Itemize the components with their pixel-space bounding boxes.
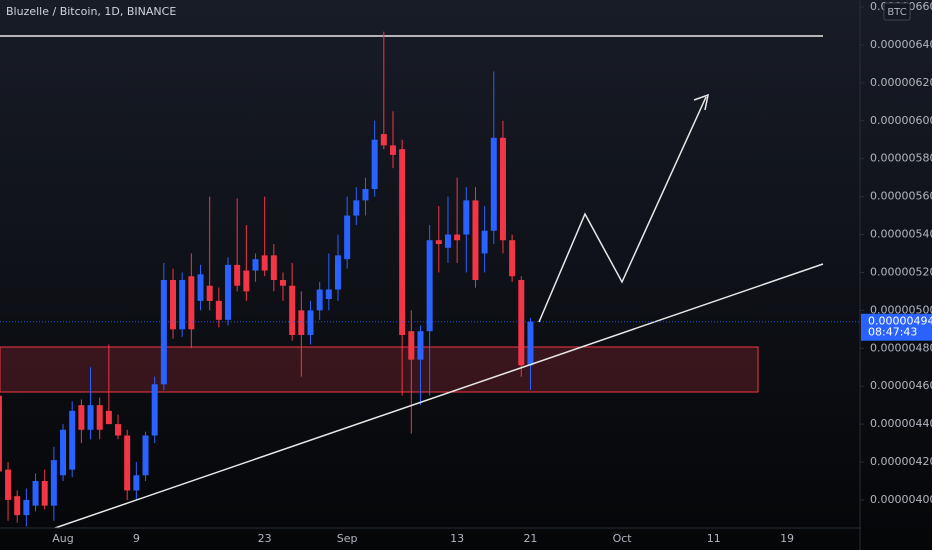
candle-body <box>334 255 341 290</box>
x-tick-label: Aug <box>52 532 73 545</box>
arrow-head <box>693 93 709 111</box>
y-tick-label: 0.00000420 <box>870 455 932 468</box>
candle-body <box>179 280 186 330</box>
y-tick-label: 0.00000640 <box>870 38 932 51</box>
candle-body <box>362 189 369 201</box>
candle-body <box>426 240 433 332</box>
chart-title: Bluzelle / Bitcoin, 1D, BINANCE <box>6 5 176 18</box>
candle-body <box>307 310 314 336</box>
y-tick-label: 0.00000580 <box>870 152 932 165</box>
candle-body <box>14 496 21 516</box>
candle-body <box>353 200 360 216</box>
y-tick-label: 0.00000600 <box>870 114 932 127</box>
y-tick-label: 0.00000540 <box>870 228 932 241</box>
y-tick-label: 0.00000500 <box>870 303 932 316</box>
candle-body <box>87 405 94 430</box>
candle-body <box>399 149 406 336</box>
candle-body <box>188 276 195 330</box>
candle-body <box>389 145 396 155</box>
x-tick-label: 9 <box>133 532 140 545</box>
x-tick-label: Sep <box>337 532 358 545</box>
candle-body <box>225 264 232 320</box>
y-tick-label: 0.00000620 <box>870 76 932 89</box>
x-tick-label: 23 <box>258 532 272 545</box>
candle-body <box>252 259 259 271</box>
candle-body <box>0 395 2 472</box>
last-price-box <box>861 313 932 341</box>
candle-body <box>444 234 451 248</box>
currency-box <box>883 2 911 21</box>
candle-body <box>50 460 57 506</box>
candle-body <box>170 280 177 330</box>
candle-body <box>133 475 140 491</box>
candle-body <box>481 230 488 254</box>
y-tick-label: 0.00000440 <box>870 417 932 430</box>
x-tick-label: 19 <box>780 532 794 545</box>
candle-body <box>509 240 516 277</box>
candle-body <box>215 300 222 320</box>
last-price-label: 0.00000494 <box>868 315 932 328</box>
candle-body <box>518 280 525 366</box>
candle-body <box>417 331 424 360</box>
candle-body <box>279 280 286 286</box>
candle-body <box>243 270 250 292</box>
candle-body <box>499 137 506 241</box>
y-tick-label: 0.00000400 <box>870 493 932 506</box>
plot-area <box>0 31 860 528</box>
candle-body <box>527 321 534 366</box>
candle-body <box>197 274 204 301</box>
y-tick-label: 0.00000520 <box>870 265 932 278</box>
candle-body <box>78 405 85 430</box>
candle-body <box>124 435 131 491</box>
candles <box>0 31 534 527</box>
candle-body <box>96 405 103 430</box>
candle-body <box>325 289 332 299</box>
candle-body <box>60 429 67 476</box>
candle-body <box>261 255 268 271</box>
candle-body <box>289 285 296 336</box>
candle-body <box>380 134 387 146</box>
candle-body <box>408 331 415 360</box>
candle-body <box>344 215 351 260</box>
candle-body <box>472 200 479 281</box>
candle-body <box>298 310 305 336</box>
candle-body <box>234 264 241 286</box>
x-tick-label: Oct <box>613 532 633 545</box>
candle-body <box>41 480 48 506</box>
x-tick-label: 13 <box>450 532 464 545</box>
trend-line <box>54 263 824 528</box>
candle-body <box>490 137 497 231</box>
candle-body <box>5 469 12 500</box>
projection-path <box>538 96 707 323</box>
candle-body <box>105 410 112 425</box>
candle-body <box>23 499 30 516</box>
candle-body <box>32 480 39 506</box>
countdown-label: 08:47:43 <box>868 326 917 339</box>
y-tick-label: 0.00000560 <box>870 190 932 203</box>
candle-body <box>463 200 470 235</box>
y-tick-label: 0.00000460 <box>870 379 932 392</box>
axes: 0.00000400 0.00000420 0.00000440 0.00000460… <box>52 0 932 545</box>
currency-label: BTC <box>887 7 906 18</box>
support-zone <box>0 346 759 393</box>
candle-body <box>316 289 323 311</box>
candle-body <box>142 435 149 476</box>
candle-body <box>206 285 213 301</box>
candle-body <box>454 234 461 241</box>
candle-body <box>115 424 122 436</box>
candle-body <box>69 410 76 470</box>
y-tick-label: 0.00000480 <box>870 341 932 354</box>
candle-body <box>160 280 167 385</box>
x-tick-label: 21 <box>523 532 537 545</box>
candle-body <box>435 240 442 244</box>
x-tick-label: 11 <box>707 532 721 545</box>
candle-body <box>270 255 277 281</box>
candle-body <box>151 384 158 436</box>
candle-body <box>371 139 378 190</box>
